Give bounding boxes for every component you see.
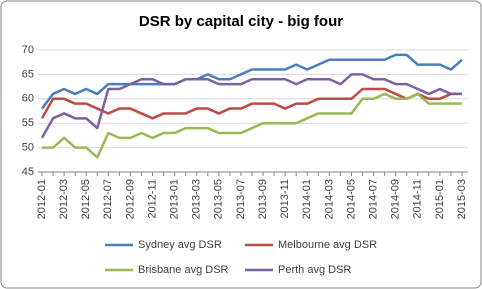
legend-label: Perth avg DSR (278, 264, 351, 276)
x-tick-label: 2014-05 (345, 179, 357, 219)
x-tick-label: 2014-03 (323, 179, 335, 219)
y-tick-label: 60 (22, 93, 34, 105)
x-tick-label: 2012-01 (36, 179, 48, 219)
x-tick-label: 2013-11 (279, 179, 291, 219)
legend-label: Brisbane avg DSR (138, 264, 229, 276)
x-tick-label: 2014-09 (390, 179, 402, 219)
series-line (40, 87, 462, 120)
series-line (41, 53, 463, 110)
y-tick-label: 50 (22, 142, 34, 154)
x-tick-label: 2013-07 (235, 179, 247, 219)
x-tick-label: 2012-05 (80, 179, 92, 219)
x-tick-label: 2015-03 (456, 179, 468, 219)
x-tick-label: 2013-03 (191, 179, 203, 219)
x-tick-label: 2012-09 (124, 179, 136, 219)
x-tick-label: 2013-09 (257, 179, 269, 219)
x-tick-label: 2013-01 (169, 179, 181, 219)
x-tick-label: 2015-01 (434, 179, 446, 219)
x-tick-label: 2012-03 (58, 179, 70, 219)
x-tick-label: 2013-05 (213, 179, 225, 219)
y-tick-label: 65 (22, 68, 34, 80)
legend-label: Sydney avg DSR (138, 239, 222, 251)
x-tick-label: 2014-11 (412, 179, 424, 219)
x-tick-label: 2014-07 (367, 179, 379, 219)
y-tick-label: 70 (22, 44, 34, 56)
chart-title: DSR by capital city - big four (139, 13, 343, 30)
y-tick-label: 45 (22, 166, 34, 178)
x-tick-label: 2012-11 (146, 179, 158, 219)
y-tick-label: 55 (22, 117, 34, 129)
x-tick-label: 2012-07 (102, 179, 114, 219)
series-line (40, 73, 462, 139)
x-tick-label: 2014-01 (301, 179, 313, 219)
series-line (42, 92, 462, 159)
legend-label: Melbourne avg DSR (278, 239, 377, 251)
